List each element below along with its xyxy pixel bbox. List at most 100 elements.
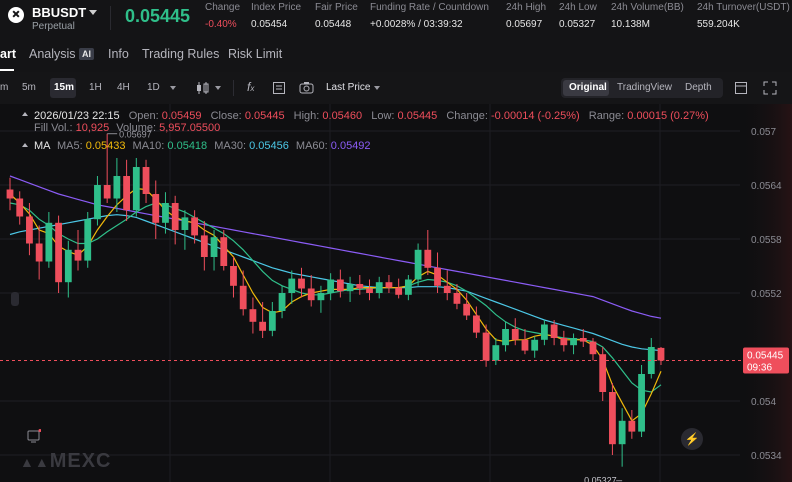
candle-body bbox=[16, 198, 24, 217]
chart-toolbar: m 5m 15m 1H 4H 1D fx Last Price Original… bbox=[0, 72, 792, 105]
interval-4h[interactable]: 4H bbox=[117, 82, 130, 93]
candle-body bbox=[74, 249, 82, 261]
candle-body bbox=[346, 284, 354, 292]
interval-1h[interactable]: 1H bbox=[89, 82, 102, 93]
price-chart[interactable]: 0.057 0.0564 0.0558 0.0552 0.054 0.0534 0.054… bbox=[0, 104, 792, 482]
interval-15m-active-bg bbox=[50, 78, 76, 98]
ohlc-high: 0.05460 bbox=[322, 110, 363, 122]
candle-body bbox=[152, 194, 160, 223]
contract-type: Perpetual bbox=[32, 21, 75, 32]
stat-fair-price: Fair Price 0.05448 bbox=[315, 2, 358, 31]
stat-label: 24h Low bbox=[559, 2, 597, 13]
chart-area[interactable]: 0.057 0.0564 0.0558 0.0552 0.054 0.0534 0.054… bbox=[0, 104, 792, 482]
interval-15m[interactable]: 15m bbox=[54, 82, 75, 93]
ai-badge: AI bbox=[79, 48, 94, 60]
candle-body bbox=[492, 345, 500, 361]
volume-line: Fill Vol.: 10,925 Volume: 5,957.05500 bbox=[34, 122, 220, 134]
candle-body bbox=[609, 392, 616, 445]
indicators-icon[interactable]: fx bbox=[247, 80, 255, 94]
volume: 5,957.05500 bbox=[159, 122, 221, 134]
ma30-line bbox=[9, 214, 662, 352]
candle-body bbox=[589, 341, 597, 355]
stat-change: Change -0.40% bbox=[205, 2, 240, 31]
stat-value: -0.40% bbox=[205, 19, 237, 30]
candle-body bbox=[26, 216, 33, 244]
tab-info[interactable]: Info bbox=[108, 47, 129, 61]
stat-label: Index Price bbox=[251, 2, 302, 13]
symbol[interactable]: BBUSDT bbox=[32, 5, 87, 20]
ma10-label: MA10: bbox=[132, 140, 165, 152]
stat-24h-high: 24h High 0.05697 bbox=[506, 2, 546, 31]
stat-24h-low: 24h Low 0.05327 bbox=[559, 2, 597, 31]
ohlc-close: 0.05445 bbox=[244, 110, 285, 122]
candle-body bbox=[628, 420, 636, 432]
collapse-ohlc-icon[interactable] bbox=[22, 112, 28, 116]
candle-body bbox=[356, 284, 364, 289]
stat-value: 559.204K bbox=[697, 19, 740, 30]
view-active-bg bbox=[563, 80, 609, 96]
stat-value: 0.05327 bbox=[559, 19, 596, 30]
low-marker-label: 0.05327 bbox=[584, 476, 617, 482]
candle-body bbox=[162, 203, 169, 223]
last-price-tag bbox=[743, 347, 789, 374]
symbol-dropdown-icon[interactable] bbox=[89, 10, 97, 15]
candle-body bbox=[366, 288, 373, 293]
ma60-label: MA60: bbox=[295, 140, 328, 152]
pane-resize-handle[interactable] bbox=[11, 292, 19, 306]
view-tradingview[interactable]: TradingView bbox=[617, 82, 673, 93]
candle-type-icon[interactable] bbox=[196, 81, 212, 98]
stat-value: 10.138M bbox=[611, 19, 650, 30]
candle-body bbox=[550, 324, 558, 338]
candle-body bbox=[288, 278, 296, 293]
candle-body bbox=[414, 249, 422, 280]
interval-1d[interactable]: 1D bbox=[147, 82, 160, 93]
stat-label: 24h Volume(BB) bbox=[611, 2, 684, 13]
candle-body bbox=[375, 282, 383, 293]
candle-body bbox=[268, 311, 276, 331]
candle-body bbox=[579, 338, 587, 342]
candle-body bbox=[472, 315, 480, 333]
candle-type-dropdown-icon[interactable] bbox=[215, 86, 221, 90]
stat-label: 24h Turnover(USDT) bbox=[697, 2, 790, 13]
moving-averages bbox=[9, 175, 662, 422]
ohlc-line: 2026/01/23 22:15 Open: 0.05459 Close: 0.… bbox=[34, 110, 709, 122]
divider bbox=[233, 80, 234, 96]
view-depth[interactable]: Depth bbox=[685, 82, 712, 93]
ohlc-high-label: High: bbox=[293, 110, 320, 122]
candle-body bbox=[531, 339, 539, 351]
stat-label: Change bbox=[205, 2, 241, 13]
stat-24h-turnover: 24h Turnover(USDT) 559.204K bbox=[697, 2, 790, 31]
bb-logo bbox=[8, 7, 24, 23]
candle-body bbox=[94, 185, 101, 220]
chart-settings-icon[interactable] bbox=[272, 81, 286, 98]
candle-body bbox=[55, 222, 62, 283]
price-type-dropdown-icon[interactable] bbox=[374, 86, 380, 90]
stat-24h-volume: 24h Volume(BB) 10.138M bbox=[611, 2, 684, 31]
interval-1m[interactable]: m bbox=[0, 82, 9, 93]
tab-trading-rules[interactable]: Trading Rules bbox=[142, 47, 220, 61]
tab-analysis[interactable]: Analysis bbox=[29, 47, 76, 61]
interval-5m[interactable]: 5m bbox=[22, 82, 36, 93]
ma10-line bbox=[9, 202, 662, 393]
layout-icon[interactable] bbox=[734, 81, 748, 98]
candle-body bbox=[618, 420, 626, 445]
view-original[interactable]: Original bbox=[569, 82, 607, 93]
watermark: ▲▲MEXC bbox=[20, 450, 112, 472]
candle-body bbox=[599, 354, 607, 392]
tab-active-indicator bbox=[0, 69, 14, 71]
tab-risk-limit[interactable]: Risk Limit bbox=[228, 47, 283, 61]
tab-chart[interactable]: art bbox=[0, 47, 16, 61]
price-type-select[interactable]: Last Price bbox=[326, 82, 371, 93]
camera-icon[interactable] bbox=[299, 81, 314, 98]
more-intervals-icon[interactable] bbox=[170, 86, 176, 90]
quick-trade-icon[interactable]: ⚡ bbox=[681, 428, 703, 450]
fullscreen-icon[interactable] bbox=[763, 81, 777, 98]
drawing-toggle-icon[interactable] bbox=[27, 429, 42, 446]
candle-body bbox=[132, 167, 140, 211]
ohlc-range-label: Range: bbox=[588, 110, 625, 122]
stat-label: 24h High bbox=[506, 2, 547, 13]
nav-tabs: art Analysis AI Info Trading Rules Risk … bbox=[0, 36, 792, 73]
candle-body bbox=[434, 267, 441, 286]
collapse-ma-icon[interactable] bbox=[22, 143, 28, 147]
